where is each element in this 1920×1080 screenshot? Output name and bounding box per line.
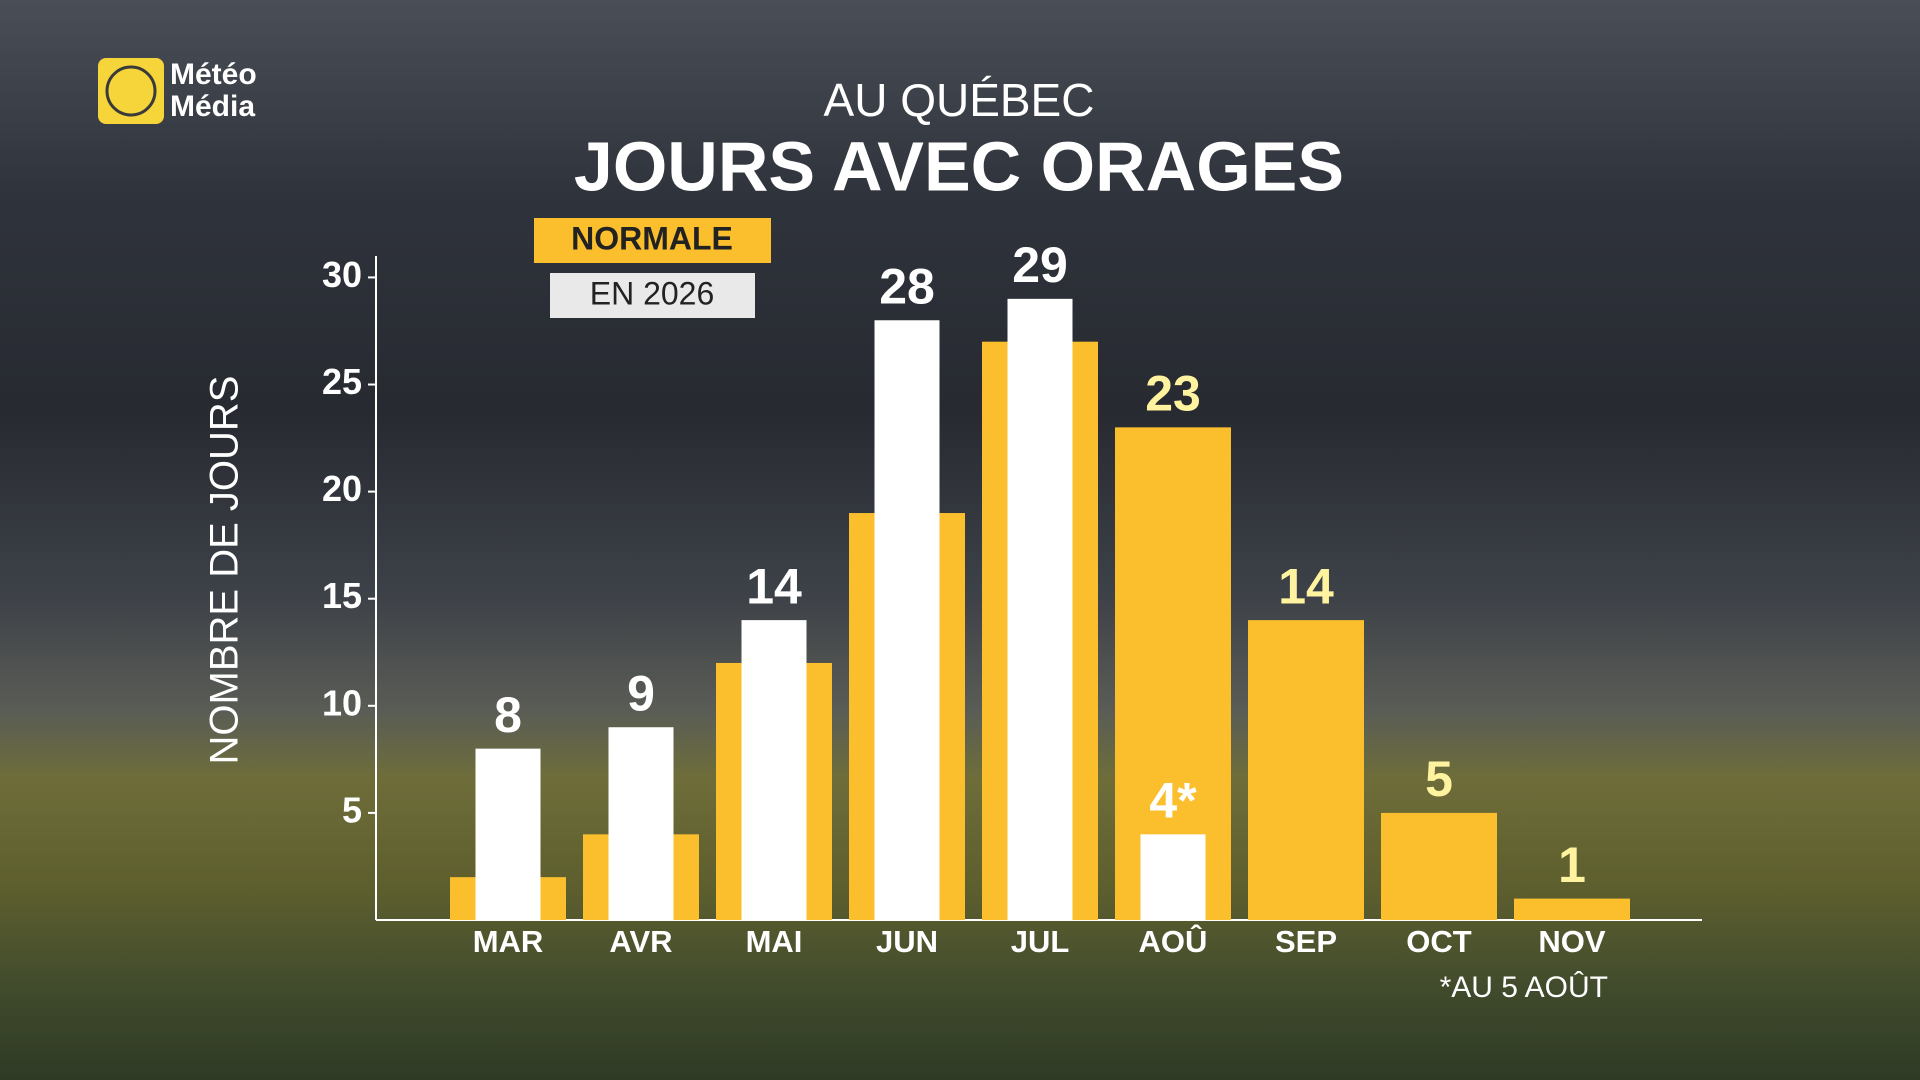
data-label: 28 [879, 258, 935, 314]
bar [1514, 898, 1630, 920]
bar [475, 748, 541, 920]
x-tick-label: SEP [1275, 924, 1337, 959]
bar [608, 727, 674, 920]
y-tick-label: 10 [322, 682, 362, 723]
y-tick-label: 25 [322, 361, 362, 402]
bar [1248, 620, 1364, 920]
footnote: *AU 5 AOÛT [1440, 970, 1608, 1004]
chart-title: JOURS AVEC ORAGES [574, 127, 1344, 205]
data-label: 14 [1278, 558, 1334, 614]
logo-text: Média [170, 90, 255, 123]
bar [741, 620, 807, 920]
bar [1140, 834, 1206, 920]
bar [1007, 298, 1073, 920]
data-label: 8 [494, 687, 522, 743]
data-label: 4* [1149, 773, 1197, 829]
y-tick-label: 20 [322, 468, 362, 509]
y-axis-label: NOMBRE DE JOURS [203, 376, 247, 765]
x-tick-label: JUN [876, 924, 938, 959]
legend-swatch [550, 273, 755, 318]
data-label: 1 [1558, 837, 1586, 893]
x-tick-label: NOV [1538, 924, 1606, 959]
data-label: 14 [746, 558, 802, 614]
y-tick-label: 5 [342, 789, 362, 830]
x-tick-label: AVR [609, 924, 672, 959]
chart-subtitle: AU QUÉBEC [824, 74, 1095, 126]
x-tick-label: AOÛ [1139, 923, 1208, 959]
legend-label: EN 2026 [590, 275, 715, 311]
x-tick-label: JUL [1011, 924, 1070, 959]
data-label: 23 [1145, 366, 1201, 422]
data-label: 29 [1012, 237, 1068, 293]
logo-globe [105, 65, 157, 117]
x-tick-label: OCT [1406, 924, 1472, 959]
y-tick-label: 30 [322, 254, 362, 295]
bar [1381, 812, 1497, 920]
y-tick-label: 15 [322, 575, 362, 616]
data-label: 5 [1425, 751, 1453, 807]
x-tick-label: MAI [746, 924, 803, 959]
legend-label: NORMALE [571, 220, 733, 256]
data-label: 9 [627, 665, 655, 721]
legend-swatch [534, 218, 771, 263]
logo-text: Météo [170, 58, 257, 91]
bar [874, 320, 940, 920]
x-tick-label: MAR [473, 924, 544, 959]
